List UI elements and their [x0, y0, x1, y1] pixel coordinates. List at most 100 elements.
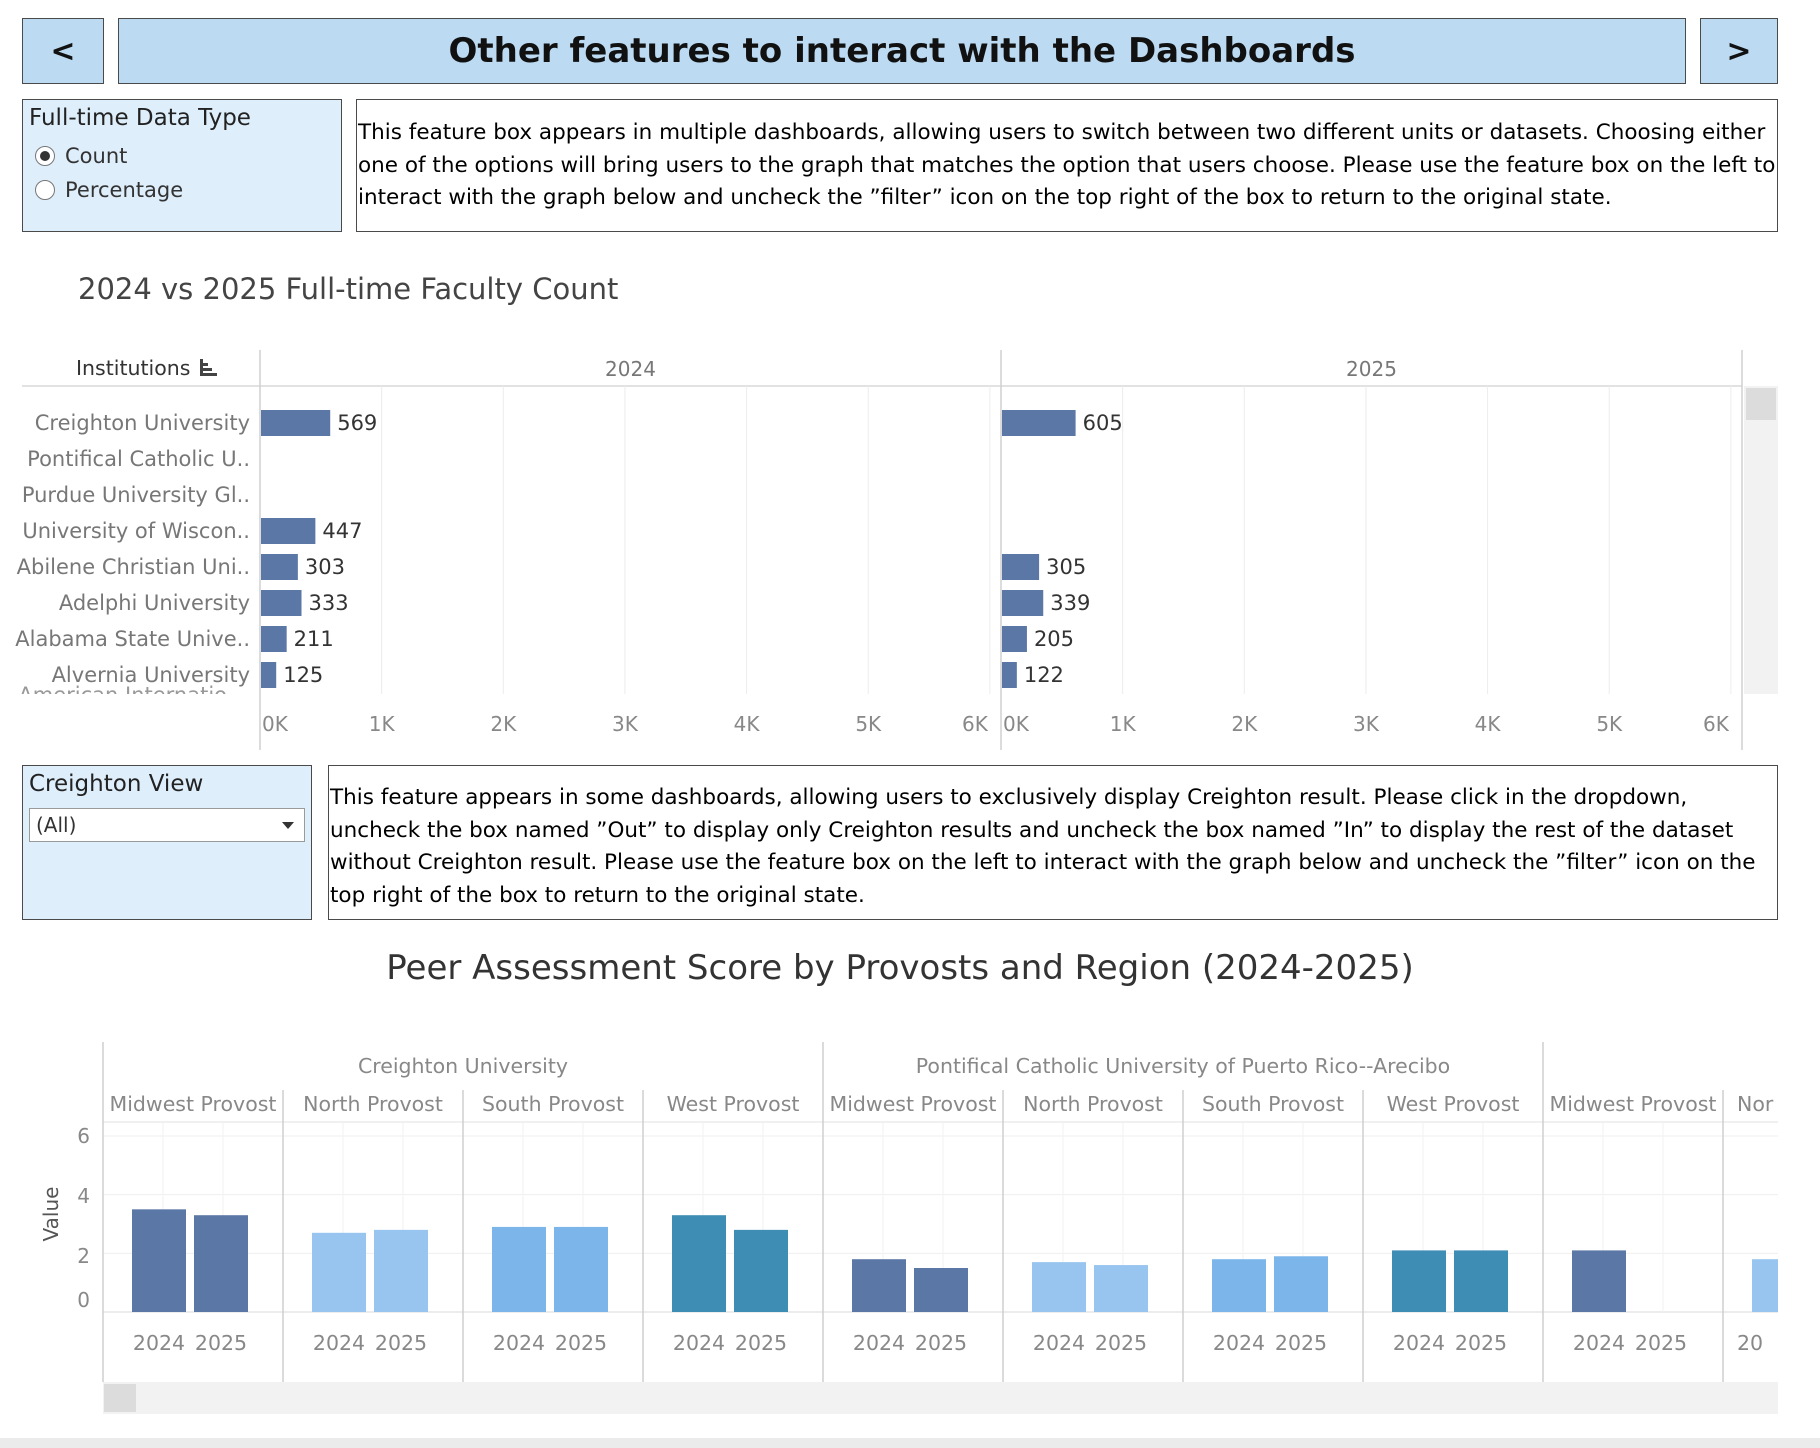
bar-north-provost-2024: [312, 1232, 366, 1312]
row-label: Adelphi University: [59, 591, 250, 615]
x-tick-label: 20: [1737, 1331, 1763, 1355]
x-tick-label: 0K: [262, 712, 289, 736]
bar-west-provost-2025: [734, 1229, 788, 1312]
group-header: Pontifical Catholic University of Puerto…: [916, 1054, 1450, 1078]
vertical-scrollbar[interactable]: [1744, 386, 1778, 694]
x-tick-label: 2025: [1275, 1331, 1327, 1355]
x-tick-label: 1K: [369, 712, 396, 736]
chart1-title: 2024 vs 2025 Full-time Faculty Count: [78, 272, 619, 306]
y-axis-label: Value: [39, 1187, 63, 1242]
y-tick-label: 0: [77, 1288, 90, 1312]
x-tick-label: 2024: [1573, 1331, 1625, 1355]
row-label: Alabama State Unive..: [15, 627, 250, 651]
x-tick-label: 5K: [855, 712, 882, 736]
x-tick-label: 2K: [1231, 712, 1258, 736]
bar-2024-4: [261, 554, 298, 580]
scrollbar-thumb[interactable]: [1746, 388, 1776, 420]
x-tick-label: 0K: [1003, 712, 1030, 736]
panel-header: North Provost: [1023, 1092, 1163, 1116]
x-tick-label: 3K: [1353, 712, 1380, 736]
radio-option-percentage[interactable]: Percentage: [35, 178, 183, 202]
panel-header: Nor: [1737, 1092, 1774, 1116]
panel-header: South Provost: [1202, 1092, 1344, 1116]
bar-2025-6: [1002, 626, 1027, 652]
panel-header: Midwest Provost: [110, 1092, 277, 1116]
bar-2024-6: [261, 626, 287, 652]
data-label: 333: [309, 591, 349, 615]
bar-midwest-provost-2024: [852, 1259, 906, 1312]
x-tick-label: 5K: [1596, 712, 1623, 736]
data-label: 205: [1034, 627, 1074, 651]
x-tick-label: 2024: [313, 1331, 365, 1355]
x-tick-label: 2024: [493, 1331, 545, 1355]
sort-icon[interactable]: [198, 358, 218, 378]
creighton-view-value: (All): [36, 813, 77, 837]
x-tick-label: 2025: [555, 1331, 607, 1355]
data-label: 125: [283, 663, 323, 687]
bar-north-provost-2024: [1032, 1262, 1086, 1312]
row-label: University of Wiscon..: [22, 519, 250, 543]
horizontal-scrollbar[interactable]: [103, 1382, 1778, 1414]
x-tick-label: 2025: [195, 1331, 247, 1355]
data-label: 605: [1083, 411, 1123, 435]
bar-south-provost-2024: [1212, 1259, 1266, 1312]
next-button[interactable]: >: [1700, 18, 1778, 84]
right-clip-mask: [1778, 1030, 1820, 1448]
bar-2025-5: [1002, 590, 1044, 616]
bar-west-provost-2024: [672, 1215, 726, 1312]
bar-midwest-provost-2024: [132, 1209, 186, 1312]
creighton-view-filter: Creighton View (All): [22, 765, 312, 920]
data-type-filter-title: Full-time Data Type: [29, 105, 251, 131]
radio-unselected-icon[interactable]: [35, 180, 55, 200]
radio-option-count[interactable]: Count: [35, 144, 127, 168]
facet-header-2025: 2025: [1346, 357, 1397, 381]
bar-west-provost-2025: [1454, 1250, 1508, 1312]
creighton-view-description: This feature appears in some dashboards,…: [328, 765, 1778, 920]
x-tick-label: 4K: [1475, 712, 1502, 736]
scrollbar-thumb[interactable]: [104, 1384, 136, 1412]
data-type-filter: Full-time Data Type Count Percentage: [22, 99, 342, 232]
x-tick-label: 6K: [1703, 712, 1730, 736]
bar-south-provost-2025: [554, 1226, 608, 1312]
faculty-count-chart: 2024 0K 1K 2K 3K 4K 5K 6K 569 447 303 333 211 125 2025…: [0, 350, 1743, 750]
data-label: 339: [1050, 591, 1090, 615]
bar-midwest-provost-2024: [1572, 1250, 1626, 1312]
x-tick-label: 3K: [612, 712, 639, 736]
panel-header: Midwest Provost: [830, 1092, 997, 1116]
panel-header: West Provost: [1387, 1092, 1520, 1116]
data-label: 305: [1046, 555, 1086, 579]
x-tick-label: 2K: [490, 712, 517, 736]
bar-north-provost-2025: [374, 1229, 428, 1312]
bar-2024-0: [261, 410, 331, 436]
x-tick-label: 2024: [1033, 1331, 1085, 1355]
page-bottom-strip: [0, 1438, 1820, 1448]
row-clip-mask: [0, 694, 258, 714]
creighton-view-dropdown[interactable]: (All): [29, 808, 305, 842]
radio-label-count: Count: [65, 144, 128, 168]
row-label: Abilene Christian Uni..: [17, 555, 250, 579]
y-tick-label: 2: [77, 1244, 90, 1268]
x-tick-label: 2025: [735, 1331, 787, 1355]
bar-2025-0: [1002, 410, 1076, 436]
x-tick-label: 2024: [1213, 1331, 1265, 1355]
row-label: Creighton University: [35, 411, 250, 435]
bar-south-provost-2025: [1274, 1256, 1328, 1312]
data-label: 447: [322, 519, 362, 543]
row-header-institutions[interactable]: Institutions: [76, 356, 218, 380]
group-header: Creighton University: [358, 1054, 568, 1078]
bar-2024-5: [261, 590, 302, 616]
bar-2024-7: [261, 662, 277, 688]
x-tick-label: 2024: [133, 1331, 185, 1355]
previous-button[interactable]: <: [22, 18, 104, 84]
data-type-description: This feature box appears in multiple das…: [356, 99, 1778, 232]
bar-north-provost-2025: [1094, 1265, 1148, 1312]
chevron-down-icon[interactable]: [282, 822, 294, 829]
radio-selected-icon[interactable]: [35, 146, 55, 166]
bar-midwest-provost-2025: [194, 1215, 248, 1312]
panel-header: Midwest Provost: [1550, 1092, 1717, 1116]
facet-header-2024: 2024: [605, 357, 656, 381]
data-label: 303: [305, 555, 345, 579]
bar-west-provost-2024: [1392, 1250, 1446, 1312]
bar-south-provost-2024: [492, 1226, 546, 1312]
row-label: Purdue University Gl..: [22, 483, 250, 507]
